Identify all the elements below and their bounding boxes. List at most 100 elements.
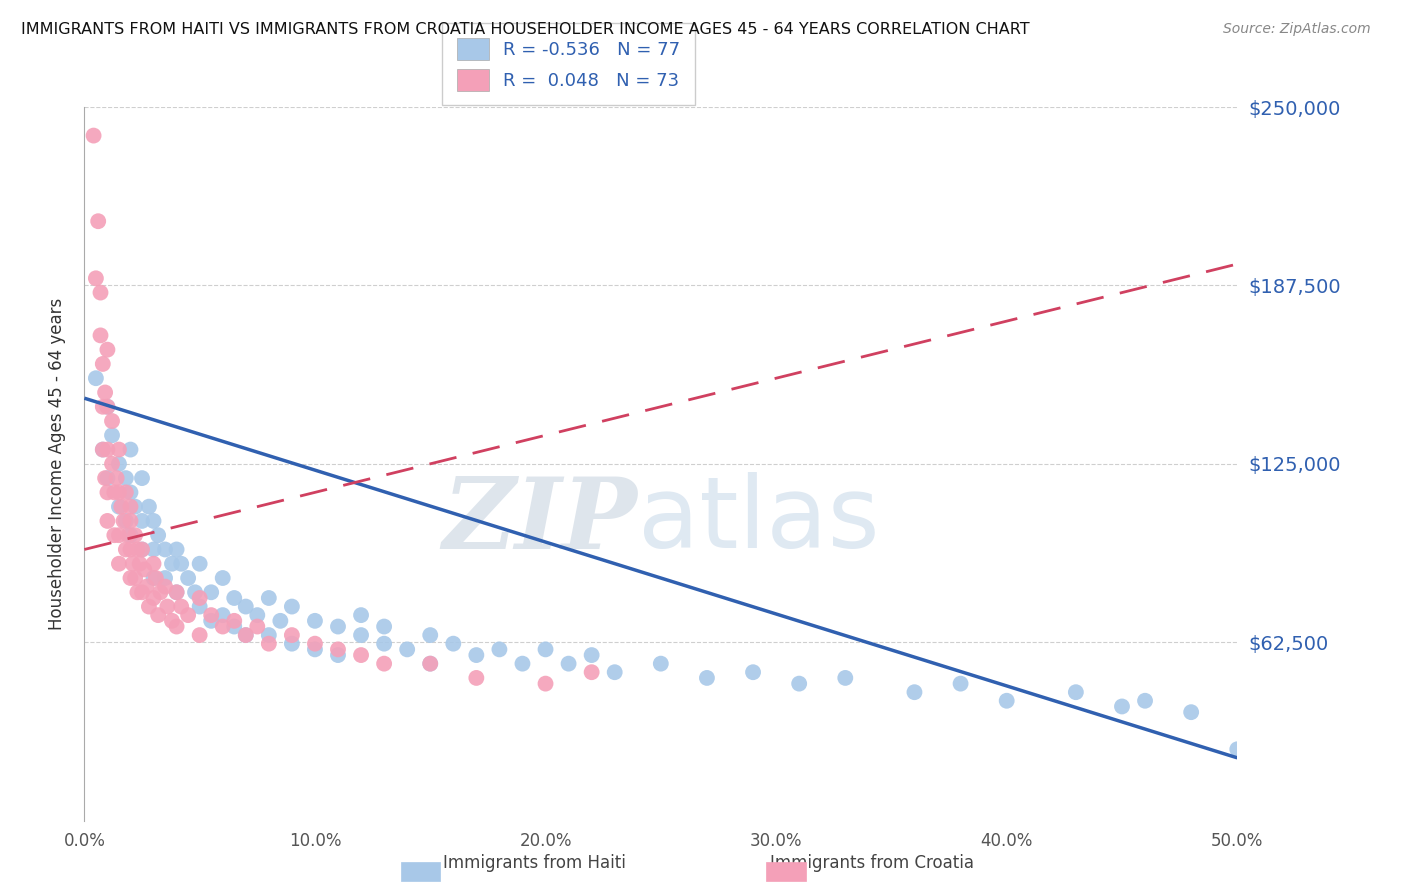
Point [117, 528, 139, 542]
Point [101, 428, 124, 442]
Point [160, 557, 183, 571]
Point [120, 514, 142, 528]
Point [91, 400, 114, 414]
Point [153, 571, 176, 585]
Point [115, 514, 138, 528]
Point [134, 562, 156, 576]
Point [1226, 742, 1249, 756]
Point [108, 485, 131, 500]
Point [91, 442, 114, 457]
Text: Immigrants from Haiti: Immigrants from Haiti [443, 855, 626, 872]
Point [115, 542, 138, 557]
Point [96, 485, 118, 500]
Point [903, 685, 925, 699]
Point [949, 676, 972, 690]
Point [96, 400, 118, 414]
Point [557, 657, 579, 671]
Point [257, 591, 280, 605]
Point [235, 599, 257, 614]
Point [419, 657, 441, 671]
Point [534, 642, 557, 657]
Point [145, 571, 167, 585]
Point [166, 585, 188, 599]
Point [128, 557, 150, 571]
Point [87, 214, 110, 228]
Point [120, 485, 142, 500]
Point [103, 528, 125, 542]
Point [326, 642, 349, 657]
Point [188, 628, 211, 642]
Legend: R = -0.536   N = 77, R =  0.048   N = 73: R = -0.536 N = 77, R = 0.048 N = 73 [441, 23, 695, 105]
Point [149, 585, 172, 599]
Point [488, 642, 510, 657]
Point [131, 471, 153, 485]
Point [166, 542, 188, 557]
Text: ZIP: ZIP [443, 473, 638, 569]
Point [211, 571, 233, 585]
Point [465, 648, 488, 662]
Point [131, 542, 153, 557]
Point [91, 442, 114, 457]
Point [142, 591, 165, 605]
Point [124, 528, 146, 542]
Point [96, 400, 118, 414]
Point [170, 599, 193, 614]
Point [200, 585, 222, 599]
Point [211, 619, 233, 633]
Point [419, 657, 441, 671]
Point [995, 694, 1018, 708]
Point [127, 542, 149, 557]
Point [91, 357, 114, 371]
Point [350, 628, 373, 642]
Text: IMMIGRANTS FROM HAITI VS IMMIGRANTS FROM CROATIA HOUSEHOLDER INCOME AGES 45 - 64: IMMIGRANTS FROM HAITI VS IMMIGRANTS FROM… [21, 22, 1029, 37]
Point [224, 619, 246, 633]
Point [89, 285, 111, 300]
Point [512, 657, 534, 671]
Point [200, 608, 222, 623]
Point [304, 614, 326, 628]
Point [115, 485, 138, 500]
Point [188, 591, 211, 605]
Point [108, 457, 131, 471]
Point [131, 514, 153, 528]
Point [581, 665, 603, 680]
Point [124, 571, 146, 585]
Point [650, 657, 672, 671]
Point [441, 637, 464, 651]
Text: atlas: atlas [638, 473, 879, 569]
Text: Immigrants from Croatia: Immigrants from Croatia [769, 855, 974, 872]
Point [120, 542, 142, 557]
Point [131, 585, 153, 599]
Point [235, 628, 257, 642]
Point [108, 442, 131, 457]
Point [304, 642, 326, 657]
Point [373, 657, 395, 671]
Point [131, 542, 153, 557]
Point [96, 471, 118, 485]
Point [146, 608, 169, 623]
Point [120, 571, 142, 585]
Point [281, 637, 304, 651]
Point [373, 637, 395, 651]
Point [94, 471, 117, 485]
Point [419, 628, 441, 642]
Point [170, 557, 193, 571]
Point [89, 328, 111, 343]
Point [350, 648, 373, 662]
Point [101, 414, 124, 428]
Point [120, 500, 142, 514]
Point [326, 648, 349, 662]
Point [224, 614, 246, 628]
Point [281, 628, 304, 642]
Point [246, 619, 269, 633]
Point [269, 614, 291, 628]
Point [138, 599, 160, 614]
Point [1180, 705, 1202, 719]
Point [142, 514, 165, 528]
Point [120, 528, 142, 542]
Point [105, 471, 128, 485]
Point [373, 619, 395, 633]
Point [108, 528, 131, 542]
Point [127, 585, 149, 599]
Point [188, 557, 211, 571]
